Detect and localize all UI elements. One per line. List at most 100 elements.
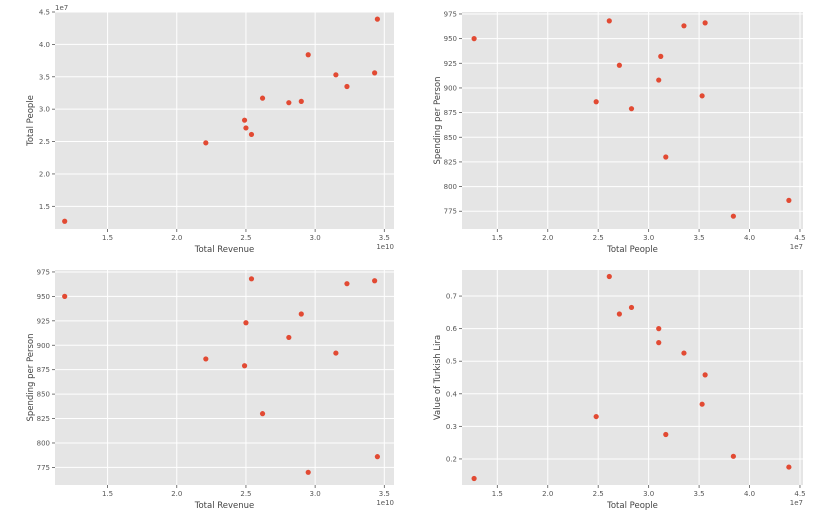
y-tick-label: 975 (37, 268, 50, 276)
x-offset-label: 1e7 (790, 499, 803, 507)
x-tick-label: 2.0 (542, 234, 553, 242)
x-tick-label: 3.5 (379, 490, 390, 498)
y-tick-label: 875 (444, 109, 457, 117)
data-point (471, 475, 477, 482)
y-tick-label: 0.2 (446, 455, 457, 463)
y-tick-label: 825 (37, 415, 50, 423)
x-tick-label: 4.5 (794, 234, 805, 242)
x-tick-label: 3.5 (694, 234, 705, 242)
data-point (243, 320, 249, 326)
data-point (241, 117, 248, 123)
x-tick-label: 2.0 (171, 490, 182, 498)
data-point (786, 464, 792, 470)
data-point (656, 326, 662, 332)
data-point (702, 20, 708, 26)
data-point (305, 469, 311, 475)
data-point (248, 276, 255, 282)
data-point (471, 36, 477, 42)
data-point (298, 98, 304, 104)
data-point (333, 72, 339, 78)
data-point (681, 23, 687, 29)
x-axis-label: Total Revenue (194, 245, 255, 255)
data-point (203, 140, 209, 146)
x-tick-label: 2.5 (240, 234, 251, 242)
data-point (663, 154, 669, 160)
data-point (372, 70, 378, 76)
data-point (241, 363, 248, 369)
data-point (243, 125, 249, 131)
plot-area (462, 12, 803, 229)
data-point (374, 16, 380, 22)
y-tick-label: 950 (37, 293, 50, 301)
data-point (730, 213, 736, 219)
x-tick-label: 4.5 (794, 490, 805, 498)
data-point (616, 311, 622, 317)
y-axis-label: Value of Turkish Lira (433, 335, 443, 420)
y-tick-label: 825 (444, 158, 457, 166)
y-tick-label: 950 (444, 35, 457, 43)
y-tick-label: 4.5 (39, 9, 50, 17)
data-point (248, 131, 255, 138)
y-tick-label: 0.7 (446, 293, 457, 301)
data-point (333, 350, 339, 356)
y-tick-label: 925 (37, 317, 50, 325)
x-tick-label: 3.5 (694, 490, 705, 498)
y-axis-label: Spending per Person (433, 76, 443, 164)
x-tick-label: 2.0 (542, 490, 553, 498)
x-offset-label: 1e10 (376, 499, 394, 507)
y-tick-label: 0.3 (446, 423, 457, 431)
data-point (628, 106, 635, 112)
data-point (62, 293, 68, 299)
plot-area (55, 12, 394, 229)
plot-area (462, 270, 803, 485)
x-tick-label: 1.5 (102, 490, 113, 498)
data-point (786, 197, 792, 203)
x-offset-label: 1e10 (376, 243, 394, 251)
x-tick-label: 3.0 (310, 490, 321, 498)
x-tick-label: 4.0 (744, 234, 755, 242)
data-point (259, 95, 266, 101)
data-point (656, 77, 662, 83)
panel-revenue-vs-people: 1.5 2.0 2.5 3.0 3.5 1.5 2.0 2.5 3.0 3.5 4.0 4.5 Tota… (26, 4, 394, 255)
x-tick-label: 1.5 (492, 234, 503, 242)
y-tick-label: 0.6 (446, 325, 458, 333)
y-tick-label: 900 (444, 84, 457, 92)
y-axis-label: Total People (26, 95, 36, 147)
data-point (606, 273, 612, 280)
data-point (298, 311, 304, 317)
x-offset-label: 1e7 (790, 243, 803, 251)
x-tick-label: 2.5 (240, 490, 251, 498)
data-point (593, 413, 599, 420)
data-point (616, 62, 622, 68)
data-point (259, 411, 266, 417)
y-tick-label: 4.0 (39, 41, 50, 49)
y-tick-label: 850 (37, 391, 50, 399)
x-tick-label: 2.0 (171, 234, 182, 242)
data-point (344, 281, 350, 287)
x-tick-label: 1.5 (102, 234, 113, 242)
data-point (656, 340, 662, 346)
x-axis-label: Total People (606, 245, 658, 255)
panel-people-vs-spending: 1.5 2.0 2.5 3.0 3.5 4.0 4.5 775 800 825 850 875 900 9… (433, 10, 806, 255)
data-point (699, 401, 705, 407)
y-tick-label: 975 (444, 10, 457, 18)
data-point (658, 53, 664, 59)
y-tick-label: 0.4 (446, 390, 458, 398)
y-axis-label: Spending per Person (26, 333, 36, 421)
y-tick-label: 900 (37, 342, 50, 350)
y-tick-label: 850 (444, 134, 457, 142)
data-point (286, 334, 292, 341)
data-point (606, 18, 612, 24)
data-point (62, 218, 68, 224)
x-tick-label: 3.0 (643, 234, 654, 242)
y-tick-label: 1.5 (39, 203, 50, 211)
y-tick-label: 775 (444, 208, 457, 216)
y-offset-label: 1e7 (55, 4, 68, 12)
data-point (203, 356, 209, 362)
data-point (681, 350, 687, 356)
x-axis-label: Total Revenue (194, 501, 255, 511)
data-point (702, 372, 708, 378)
x-tick-label: 1.5 (492, 490, 503, 498)
x-tick-label: 2.5 (593, 234, 604, 242)
data-point (663, 431, 669, 438)
